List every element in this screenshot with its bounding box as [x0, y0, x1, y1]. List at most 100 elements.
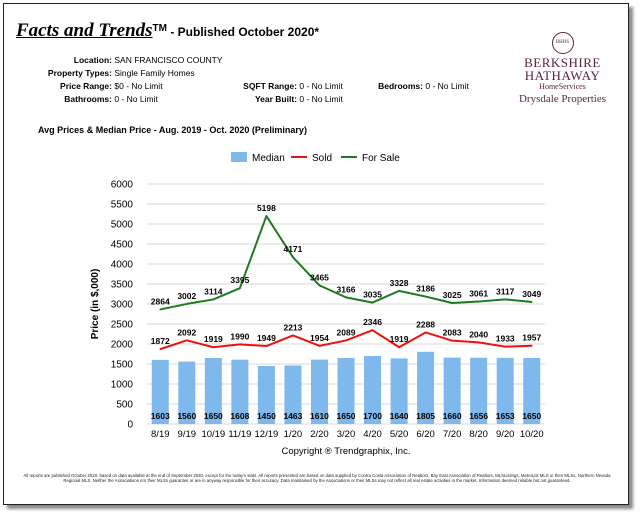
location-value: SAN FRANCISCO COUNTY [114, 55, 223, 65]
forsale-point [371, 301, 374, 304]
sold-value-label: 2092 [177, 327, 196, 337]
sold-point [239, 343, 241, 346]
median-bar [417, 351, 435, 424]
median-value-label: 1650 [337, 411, 356, 421]
logo-line-4: Drysdale Properties [518, 93, 607, 105]
forsale-value-label: 3002 [177, 291, 196, 301]
legend-label-median: Median [252, 153, 285, 164]
median-bar [204, 358, 222, 424]
median-value-label: 1560 [177, 411, 196, 421]
location-label: Location: [73, 55, 112, 65]
info-bathrooms: Bathrooms: 0 - No Limit [20, 94, 158, 104]
forsale-value-label: 3465 [310, 272, 329, 282]
chart-title: Avg Prices & Median Price - Aug. 2019 - … [38, 125, 307, 135]
info-yearbuilt: Year Built: 0 - No Limit [225, 94, 343, 104]
median-value-label: 1660 [443, 411, 462, 421]
y-tick-label: 500 [116, 400, 133, 411]
forsale-point [477, 300, 480, 303]
x-tick-label: 6/20 [416, 429, 435, 440]
forsale-point [239, 287, 241, 290]
sold-value-label: 1933 [496, 334, 515, 344]
sold-value-label: 1990 [230, 331, 249, 341]
x-tick-label: 1/20 [284, 429, 303, 440]
median-value-label: 1700 [363, 411, 382, 421]
forsale-value-label: 3166 [337, 284, 356, 294]
x-tick-label: 2/20 [310, 429, 329, 440]
y-tick-label: 3000 [111, 300, 134, 311]
sold-value-label: 1919 [390, 334, 409, 344]
info-bedrooms: Bedrooms: 0 - No Limit [368, 81, 469, 91]
y-tick-label: 5000 [111, 220, 134, 231]
sold-point [318, 345, 321, 347]
x-tick-label: 5/20 [390, 429, 409, 440]
sold-value-label: 1957 [522, 333, 541, 343]
sold-value-label: 1872 [151, 336, 170, 346]
forsale-value-label: 3061 [469, 289, 488, 299]
y-tick-label: 4500 [111, 240, 134, 251]
y-tick-label: 3500 [111, 280, 134, 291]
median-value-label: 1650 [204, 411, 223, 421]
sold-point [504, 345, 507, 348]
sqft-label: SQFT Range: [243, 81, 297, 91]
price-label: Price Range: [60, 81, 112, 91]
copyright-note: Copyright ® Trendgraphix, Inc. [282, 446, 411, 457]
x-tick-label: 8/19 [151, 429, 170, 440]
sold-value-label: 2083 [443, 328, 462, 338]
sold-value-label: 2288 [416, 319, 435, 329]
sold-value-label: 2040 [469, 329, 488, 339]
forsale-point [159, 308, 162, 311]
sold-point [345, 339, 347, 342]
legend-label-forsale: For Sale [362, 153, 400, 164]
sold-value-label: 1949 [257, 333, 276, 343]
median-value-label: 1650 [522, 411, 541, 421]
logo-seal: BHHS [551, 32, 574, 54]
median-value-label: 1608 [230, 411, 249, 421]
x-tick-label: 12/19 [255, 429, 279, 440]
median-bar [337, 358, 355, 424]
x-tick-label: 11/19 [228, 429, 251, 440]
legend-label-sold: Sold [312, 153, 332, 164]
median-bar [390, 358, 408, 424]
forsale-point [265, 215, 268, 217]
footer-disclaimer: All reports are published October 2020, … [23, 473, 611, 484]
forsale-value-label: 5198 [257, 203, 276, 213]
yearbuilt-label: Year Built: [254, 94, 297, 104]
median-value-label: 1653 [496, 411, 515, 421]
median-bar [231, 359, 249, 424]
sold-point [477, 341, 480, 344]
sold-value-label: 1919 [204, 334, 223, 344]
bedrooms-label: Bedrooms: [378, 81, 423, 91]
forsale-point [212, 298, 215, 301]
x-tick-label: 3/20 [337, 429, 356, 440]
median-bar [257, 366, 275, 424]
sold-point [398, 346, 400, 349]
forsale-point [345, 296, 347, 299]
median-bar [284, 365, 302, 424]
x-tick-label: 10/19 [201, 429, 225, 440]
forsale-value-label: 3117 [496, 286, 515, 296]
info-sqft: SQFT Range: 0 - No Limit [225, 81, 343, 91]
info-price: Price Range: $0 - No Limit [20, 81, 163, 91]
yearbuilt-value: 0 - No Limit [299, 94, 343, 104]
sold-point [371, 329, 374, 331]
forsale-value-label: 3395 [230, 275, 249, 285]
median-bar [310, 359, 328, 424]
brand-title: Facts and Trends [16, 20, 153, 41]
forsale-value-label: 3328 [390, 278, 409, 288]
report-title: Facts and TrendsTM - Published October 2… [16, 20, 319, 42]
y-tick-label: 5500 [111, 200, 134, 211]
sold-point [265, 345, 268, 347]
forsale-value-label: 3186 [416, 284, 435, 294]
y-tick-label: 4000 [111, 260, 134, 271]
median-value-label: 1463 [283, 411, 302, 421]
property-value: Single Family Homes [114, 68, 195, 78]
x-tick-label: 8/20 [469, 429, 488, 440]
median-bar [470, 357, 488, 424]
forsale-value-label: 4171 [283, 244, 302, 254]
sold-value-label: 2213 [283, 322, 302, 332]
median-bar [523, 358, 541, 424]
x-tick-label: 9/19 [178, 429, 197, 440]
trademark: TM [152, 23, 167, 34]
sold-point [186, 339, 188, 342]
